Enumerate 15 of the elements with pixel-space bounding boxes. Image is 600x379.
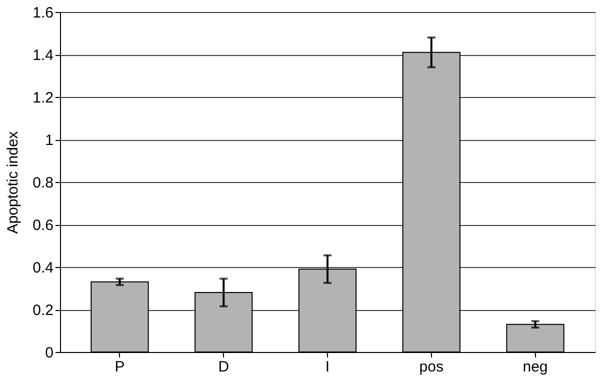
y-tick-label: 1.6 (32, 4, 54, 22)
y-tick-label: 0.2 (32, 302, 54, 319)
y-tick-label: 0 (45, 344, 54, 362)
y-tick-label: 1 (45, 132, 54, 149)
x-tick-label: I (325, 358, 330, 376)
x-tick-label: neg (522, 358, 548, 376)
x-tick-label: P (114, 358, 125, 376)
y-axis-title: Apoptotic index (4, 130, 22, 234)
y-tick-label: 0.8 (32, 174, 54, 192)
y-tick-label: 0.6 (32, 217, 54, 234)
x-tick-label: pos (419, 358, 444, 376)
x-tick-label: D (218, 358, 230, 376)
y-tick-label: 1.2 (32, 90, 54, 106)
y-tick-label: 0.4 (32, 260, 54, 276)
y-tick-label: 1.4 (32, 47, 54, 64)
